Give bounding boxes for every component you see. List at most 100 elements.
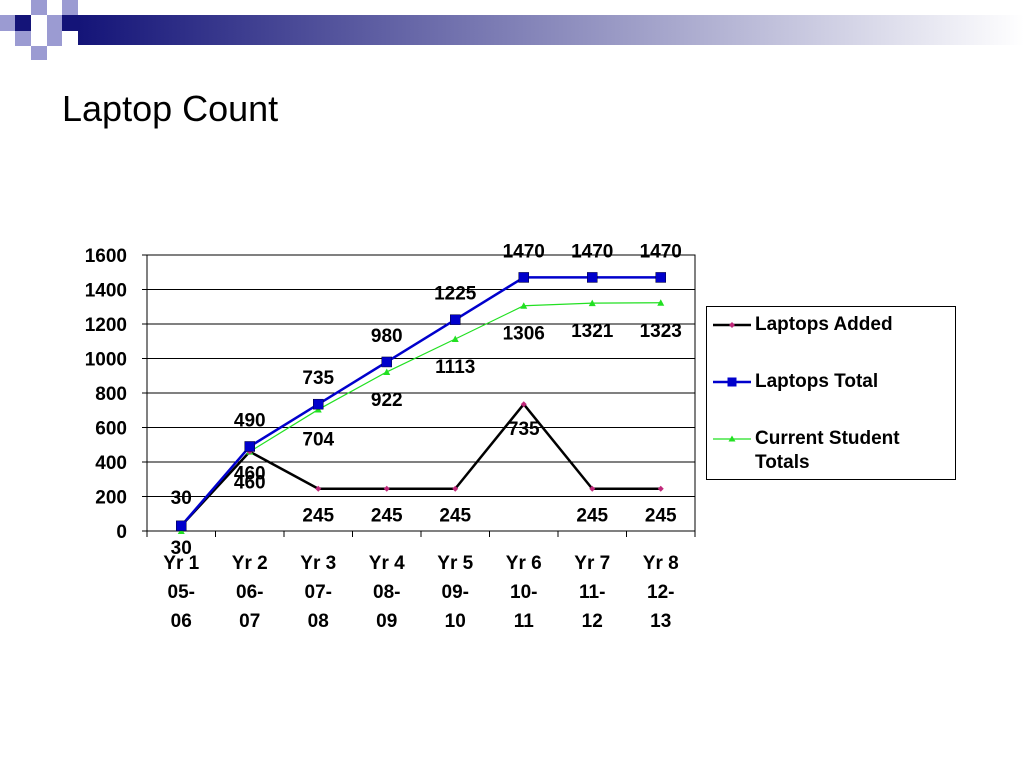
data-point <box>313 398 324 410</box>
series-line <box>180 276 661 527</box>
data-label: 245 <box>371 506 403 527</box>
x-tick-label-line: 08- <box>373 582 400 603</box>
x-tick-label: Yr 4 08- 09 <box>369 553 405 632</box>
x-tick-label-line: 11- <box>579 582 605 603</box>
deco-square <box>47 31 62 46</box>
data-point <box>589 485 596 492</box>
slide-decoration <box>0 0 1024 60</box>
data-label: 1321 <box>571 321 614 342</box>
data-point <box>587 272 598 283</box>
x-tick-label: Yr 5 09- 10 <box>437 553 473 632</box>
data-point <box>452 485 459 492</box>
data-label: 1470 <box>503 241 545 262</box>
data-point <box>657 485 664 492</box>
data-point <box>383 368 391 375</box>
data-point <box>315 485 322 492</box>
square-marker-icon <box>713 377 751 387</box>
y-tick-label: 0 <box>116 522 127 543</box>
data-point <box>657 299 665 306</box>
x-tick-label-line: 12- <box>647 582 674 603</box>
data-label: 735 <box>302 368 334 389</box>
data-label: 1470 <box>640 241 682 262</box>
data-point <box>520 401 527 408</box>
x-tick-label-line: 07- <box>305 582 332 603</box>
triangle-marker-icon <box>713 435 751 442</box>
series-line <box>180 402 661 527</box>
x-tick-label: Yr 7 11- 12 <box>574 553 610 632</box>
data-point <box>518 272 529 283</box>
deco-square <box>15 15 31 31</box>
y-tick-label: 400 <box>95 453 127 474</box>
x-tick-label-line: 06 <box>171 611 192 632</box>
y-tick-label: 800 <box>95 384 127 405</box>
deco-square <box>31 31 47 46</box>
x-tick-label-line: 05- <box>168 582 195 603</box>
data-label: 460 <box>234 473 266 494</box>
data-label: 1225 <box>434 284 477 305</box>
data-label: 30 <box>171 488 192 509</box>
x-tick-label-line: 11 <box>514 611 535 632</box>
deco-square <box>0 0 15 15</box>
deco-square <box>15 31 31 46</box>
legend-label: Laptops Total <box>755 371 879 392</box>
x-tick-label-line: 07 <box>239 611 260 632</box>
data-point <box>381 356 392 368</box>
data-label: 735 <box>508 419 540 440</box>
data-label: 490 <box>234 410 266 431</box>
y-tick-label: 600 <box>95 419 127 440</box>
y-tick-label: 1000 <box>85 350 127 371</box>
data-label: 245 <box>576 506 608 527</box>
chart-legend: Laptops Added Laptops Total Current Stud… <box>706 306 956 480</box>
data-label: 30 <box>171 538 192 559</box>
x-tick-label-line: Yr 4 <box>369 553 405 574</box>
header-gradient-bar <box>78 15 1024 45</box>
y-tick-label: 1200 <box>85 315 127 336</box>
deco-square <box>47 15 62 31</box>
data-label: 245 <box>439 506 471 527</box>
data-point <box>176 520 187 532</box>
deco-square <box>47 0 62 15</box>
x-tick-label: Yr 1 05- 06 <box>163 553 199 632</box>
x-tick-label-line: Yr 1 <box>163 553 199 574</box>
slide-title: Laptop Count <box>62 88 279 129</box>
y-tick-label: 1400 <box>85 281 127 302</box>
x-tick-label: Yr 3 07- 08 <box>300 553 336 632</box>
x-tick-label-line: 08 <box>308 611 329 632</box>
x-tick-label: Yr 8 12- 13 <box>643 553 679 632</box>
data-point <box>383 485 390 492</box>
data-label: 245 <box>645 506 677 527</box>
x-tick-label-line: 06- <box>236 582 263 603</box>
data-point <box>450 314 461 325</box>
x-tick-label-line: Yr 6 <box>506 553 542 574</box>
diamond-marker-icon <box>713 322 751 328</box>
data-point <box>451 335 459 343</box>
x-tick-label-line: Yr 2 <box>232 553 268 574</box>
data-label: 460 <box>234 464 266 485</box>
data-label: 1306 <box>503 324 545 345</box>
x-tick-label-line: 09 <box>376 611 397 632</box>
legend-label-line: Totals <box>755 452 810 473</box>
data-label: 980 <box>371 326 403 347</box>
x-tick-label: Yr 6 10- 11 <box>506 553 542 632</box>
x-tick-label-line: Yr 5 <box>437 553 473 574</box>
x-tick-label-line: 12 <box>582 611 603 632</box>
data-label: 1113 <box>435 357 475 378</box>
legend-label: Current Student Totals <box>755 427 900 475</box>
deco-square <box>31 46 47 60</box>
x-tick-label: Yr 2 06- 07 <box>232 553 268 632</box>
deco-square <box>31 0 47 15</box>
data-point <box>588 299 596 307</box>
x-tick-label-line: 09- <box>442 582 469 603</box>
x-tick-label-line: 10 <box>445 611 466 632</box>
deco-square <box>0 15 15 31</box>
deco-square <box>62 0 78 15</box>
x-tick-label-line: Yr 3 <box>300 553 336 574</box>
x-tick-label-line: 10- <box>510 582 537 603</box>
data-label: 704 <box>302 430 334 451</box>
data-label: 922 <box>371 390 403 411</box>
data-label: 1323 <box>640 321 682 342</box>
x-tick-label-line: Yr 8 <box>643 553 679 574</box>
data-point <box>244 441 255 452</box>
deco-square <box>62 15 78 31</box>
